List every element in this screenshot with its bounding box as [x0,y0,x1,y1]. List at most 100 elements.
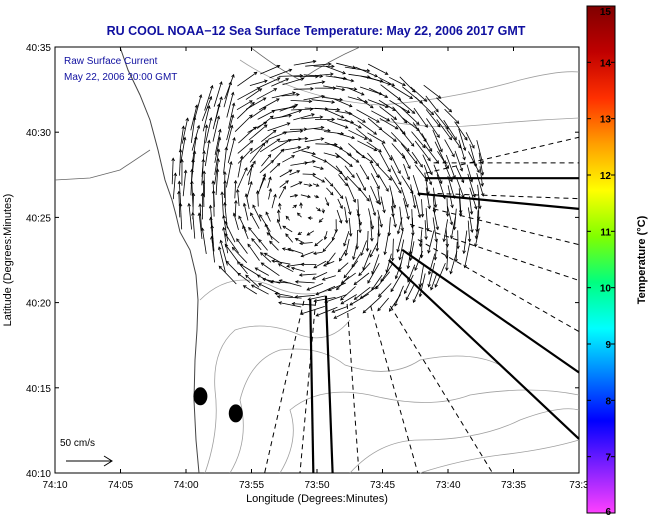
current-vector [375,271,391,290]
current-vector [424,220,428,241]
current-vector [414,194,422,219]
current-vector [422,154,433,176]
current-vector [418,273,426,298]
current-vector [296,212,302,218]
current-vector [203,124,209,151]
current-vector [226,91,235,118]
current-vector [345,196,352,216]
current-vector [356,172,366,192]
current-vector [346,183,356,203]
current-vector [344,118,362,129]
current-vector [368,63,389,75]
current-vector [190,116,197,143]
current-vector [274,292,293,297]
current-vector [437,150,450,169]
current-vector [368,208,374,230]
current-vector [236,100,253,111]
current-vector [187,202,192,230]
current-vector [390,238,395,262]
current-vector [380,84,402,101]
current-vector [285,215,290,221]
current-vector [335,85,358,91]
current-vector [324,177,334,187]
current-vector [192,135,198,163]
current-vector [396,229,404,253]
current-vector [371,110,391,122]
current-vector [445,250,449,272]
current-vector [367,99,389,108]
current-vector [476,172,485,197]
current-vector [259,77,281,88]
current-vector [444,139,455,158]
colorbar-label: Temperature (°C) [636,215,648,304]
current-vector [390,272,403,293]
current-vector [425,109,441,128]
current-vector [269,68,293,79]
depth-contour [229,348,501,474]
current-vector [191,211,196,239]
current-vector [312,183,320,187]
current-vector [223,146,229,174]
current-vector [268,187,273,200]
current-vector [297,231,303,235]
current-vector [190,180,194,208]
current-vector [285,233,294,243]
subtitle-line-2: May 22, 2006 20:00 GMT [64,72,177,83]
current-vector [370,173,380,190]
colorbar-tick-label: 12 [600,171,612,182]
current-vector [258,238,268,251]
current-vector [287,247,304,254]
current-vector [292,204,298,209]
current-vector [279,180,289,188]
current-vector [379,106,398,121]
current-vector [398,239,405,261]
current-vector [254,267,269,276]
current-vector [367,117,383,131]
current-vector [280,145,302,151]
depth-contour [379,117,580,128]
current-vector [180,136,187,164]
scale-arrow [66,455,113,467]
current-vector [249,79,268,86]
current-vector [245,97,267,110]
current-vector [267,122,291,132]
current-vector [298,273,317,277]
current-vector [420,199,425,218]
current-vector [370,185,379,204]
colorbar-tick-label: 6 [605,507,611,518]
current-vector [458,139,466,161]
current-vector [304,80,326,86]
current-vector [337,133,356,140]
current-vector [294,294,315,299]
current-vector [343,260,359,279]
current-vector [271,91,296,99]
current-vector [405,285,415,301]
current-vector [224,243,238,262]
current-vector [369,242,379,258]
current-vector [377,188,382,206]
current-vector [236,101,255,119]
current-vector [436,119,453,141]
current-vector [278,185,286,199]
current-vector [212,103,221,130]
current-vector [358,262,371,277]
current-vector [321,208,325,214]
current-vector [301,150,317,156]
current-vector [444,108,460,125]
range-line-dashed [346,303,360,474]
current-vector [311,155,328,163]
colorbar-tick-label: 7 [605,453,611,464]
current-vector [391,85,414,100]
current-vector [299,241,313,246]
current-vector [261,129,277,143]
current-vector [260,262,280,277]
current-vector [337,262,349,273]
current-vector [226,160,233,188]
current-vector [462,230,468,255]
current-vector [314,117,336,122]
current-vector [214,128,222,156]
y-tick-label: 40:20 [26,299,51,310]
y-axis-ticks: 40:10 40:15 40:20 40:25 40:30 40:35 [26,43,579,480]
current-vector [225,124,234,151]
colorbar-tick-label: 13 [600,115,612,126]
